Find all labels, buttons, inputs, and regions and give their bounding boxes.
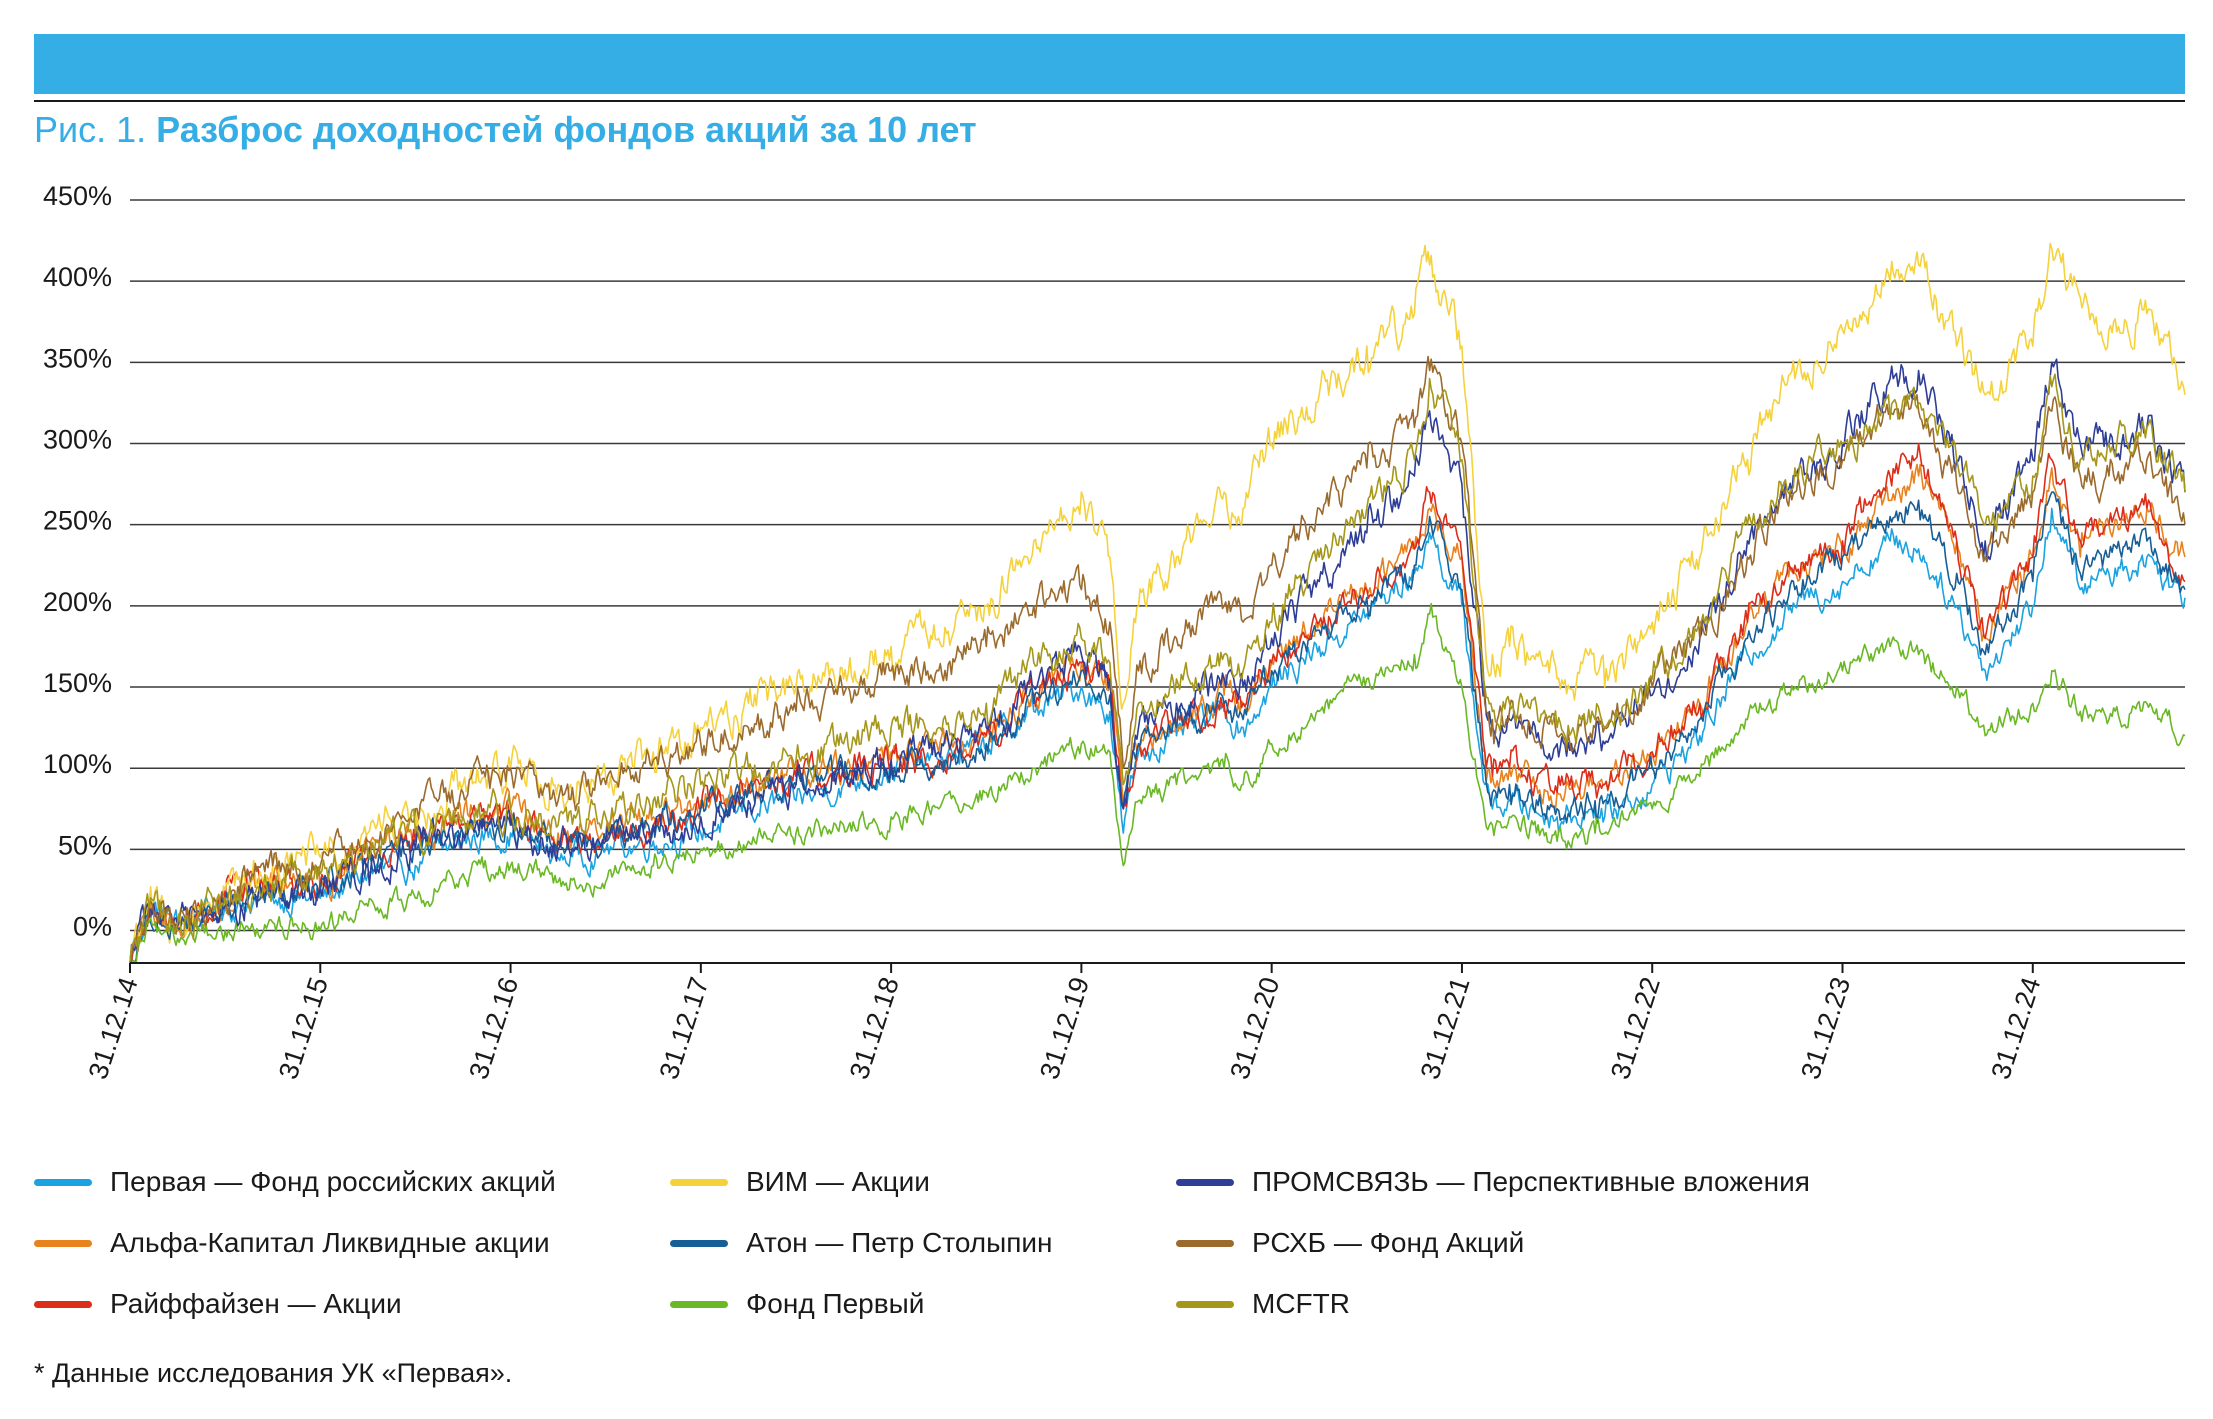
x-tick-label: 31.12.18 bbox=[844, 974, 905, 1083]
y-tick-label: 150% bbox=[43, 668, 112, 698]
legend-swatch bbox=[670, 1178, 728, 1186]
series-line-3 bbox=[129, 442, 2186, 964]
series-line-8 bbox=[129, 355, 2186, 964]
legend-swatch bbox=[670, 1239, 728, 1247]
legend-swatch bbox=[1176, 1300, 1234, 1308]
legend-swatch bbox=[34, 1239, 92, 1247]
y-axis-ticks: 0% 50% 100% 150% 200% 250% 300% 350% 400% 450% bbox=[43, 181, 112, 942]
legend-item: Альфа-Капитал Ликвидные акции bbox=[34, 1223, 550, 1263]
legend-item: Атон — Петр Столыпин bbox=[670, 1223, 1053, 1263]
legend-label: MCFTR bbox=[1252, 1288, 1350, 1319]
series-line-7 bbox=[129, 358, 2186, 964]
series-lines bbox=[129, 242, 2186, 964]
y-tick-label: 100% bbox=[43, 749, 112, 779]
legend-swatch bbox=[1176, 1239, 1234, 1247]
legend-label: Первая — Фонд российских акций bbox=[110, 1166, 556, 1197]
y-tick-label: 250% bbox=[43, 506, 112, 536]
x-tick-label: 31.12.21 bbox=[1415, 974, 1476, 1083]
series-line-5 bbox=[129, 491, 2186, 964]
series-line-1 bbox=[129, 507, 2186, 964]
x-tick-label: 31.12.20 bbox=[1224, 974, 1285, 1083]
y-tick-label: 400% bbox=[43, 262, 112, 292]
x-tick-label: 31.12.23 bbox=[1795, 974, 1856, 1083]
legend-swatch bbox=[1176, 1178, 1234, 1186]
legend-item: ВИМ — Акции bbox=[670, 1162, 930, 1202]
legend-item: Фонд Первый bbox=[670, 1284, 924, 1324]
x-tick-label: 31.12.15 bbox=[273, 974, 334, 1083]
y-tick-label: 0% bbox=[73, 912, 112, 942]
gridlines bbox=[130, 199, 2185, 932]
legend-label: Райффайзен — Акции bbox=[110, 1288, 402, 1319]
legend-item: Райффайзен — Акции bbox=[34, 1284, 402, 1324]
header-rule bbox=[34, 100, 2185, 102]
x-tick-label: 31.12.24 bbox=[1985, 974, 2046, 1083]
x-tick-label: 31.12.22 bbox=[1605, 974, 1666, 1083]
legend-item: Первая — Фонд российских акций bbox=[34, 1162, 556, 1202]
y-tick-label: 350% bbox=[43, 343, 112, 373]
legend-label: РСХБ — Фонд Акций bbox=[1252, 1227, 1525, 1258]
footnote: * Данные исследования УК «Первая». bbox=[34, 1358, 513, 1388]
y-tick-label: 50% bbox=[58, 830, 112, 860]
legend-item: РСХБ — Фонд Акций bbox=[1176, 1223, 1524, 1263]
legend-swatch bbox=[34, 1300, 92, 1308]
x-tick-label: 31.12.14 bbox=[83, 974, 144, 1083]
y-tick-label: 300% bbox=[43, 425, 112, 455]
x-tick-label: 31.12.19 bbox=[1034, 974, 1095, 1083]
x-axis: 31.12.14 31.12.15 31.12.16 31.12.17 31.12.18… bbox=[83, 962, 2185, 1083]
legend-item: MCFTR bbox=[1176, 1284, 1350, 1324]
series-line-9 bbox=[129, 373, 2186, 964]
header-banner bbox=[34, 34, 2185, 94]
legend-label: Альфа-Капитал Ликвидные акции bbox=[110, 1227, 550, 1258]
series-line-4 bbox=[129, 242, 2186, 964]
figure-title-text: Разброс доходностей фондов акций за 10 л… bbox=[156, 109, 977, 150]
x-tick-label: 31.12.16 bbox=[463, 974, 524, 1083]
chart: 0% 50% 100% 150% 200% 250% 300% 350% 400% 450% 31… bbox=[43, 181, 2186, 1083]
legend-label: ВИМ — Акции bbox=[746, 1166, 930, 1197]
figure-title: Рис. 1. Разброс доходностей фондов акций… bbox=[34, 106, 977, 154]
x-tick-label: 31.12.17 bbox=[654, 974, 715, 1083]
legend-swatch bbox=[34, 1178, 92, 1186]
figure-title-prefix: Рис. 1. bbox=[34, 109, 147, 150]
legend-label: Фонд Первый bbox=[746, 1288, 925, 1319]
series-line-6 bbox=[130, 602, 2186, 964]
legend-label: Атон — Петр Столыпин bbox=[746, 1227, 1053, 1258]
legend-item: ПРОМСВЯЗЬ — Перспективные вложения bbox=[1176, 1162, 1810, 1202]
legend-swatch bbox=[670, 1300, 728, 1308]
y-tick-label: 450% bbox=[43, 181, 112, 211]
y-tick-label: 200% bbox=[43, 587, 112, 617]
legend-label: ПРОМСВЯЗЬ — Перспективные вложения bbox=[1252, 1166, 1810, 1197]
